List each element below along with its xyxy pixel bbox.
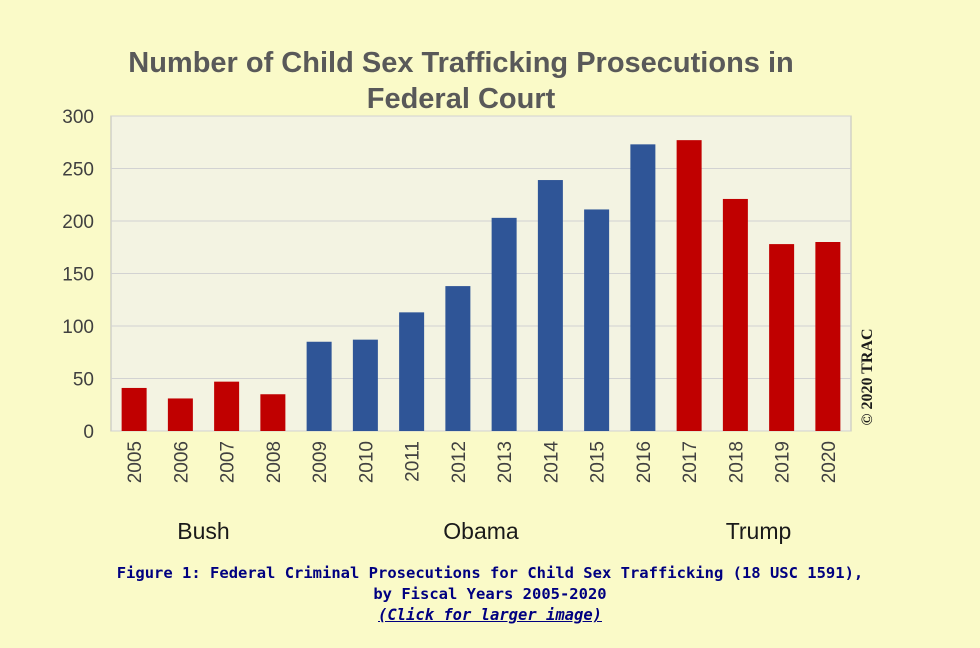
x-tick-label: 2016 (634, 441, 655, 483)
group-label-bush: Bush (177, 518, 229, 544)
group-label-obama: Obama (443, 518, 519, 544)
x-tick-label: 2009 (310, 441, 331, 483)
bar-2008 (260, 394, 286, 431)
y-tick-label: 300 (62, 107, 94, 128)
bar-2007 (214, 381, 240, 431)
x-tick-label: 2019 (773, 441, 794, 483)
y-tick-label: 100 (62, 317, 94, 338)
y-tick-label: 250 (62, 160, 94, 181)
bar-2006 (167, 398, 193, 431)
y-tick-label: 50 (73, 370, 94, 391)
chart-title-line: Federal Court (367, 83, 556, 115)
bar-2016 (630, 144, 656, 431)
bar-2014 (537, 180, 563, 431)
y-tick-label: 0 (83, 422, 94, 443)
bar-2018 (722, 198, 748, 431)
x-tick-label: 2020 (819, 441, 840, 483)
bar-2009 (306, 341, 332, 431)
x-tick-label: 2018 (726, 441, 747, 483)
x-tick-label: 2010 (356, 441, 377, 483)
bar-2015 (584, 209, 610, 431)
figure-caption: Figure 1: Federal Criminal Prosecutions … (0, 563, 980, 626)
group-label-trump: Trump (726, 518, 792, 544)
bar-2012 (445, 286, 471, 431)
y-tick-label: 200 (62, 212, 94, 233)
chart-title-line: Number of Child Sex Trafficking Prosecut… (128, 47, 794, 79)
x-tick-label: 2014 (541, 441, 562, 484)
bar-2011 (399, 312, 425, 431)
bar-2019 (769, 244, 795, 431)
x-tick-label: 2017 (680, 441, 701, 483)
bar-2013 (491, 217, 517, 431)
x-tick-label: 2012 (449, 441, 470, 483)
caption-line-1: Figure 1: Federal Criminal Prosecutions … (116, 564, 864, 582)
x-tick-label: 2006 (171, 441, 192, 483)
y-tick-label: 150 (62, 265, 94, 286)
bar-2017 (676, 140, 702, 431)
x-tick-label: 2007 (218, 441, 239, 483)
bars (121, 140, 841, 431)
copyright-label: © 2020 TRAC (859, 329, 876, 426)
x-tick-label: 2013 (495, 441, 516, 483)
chart: Number of Child Sex Trafficking Prosecut… (62, 47, 876, 544)
caption-line-2: by Fiscal Years 2005-2020 (373, 585, 607, 603)
chart-title: Number of Child Sex Trafficking Prosecut… (128, 47, 794, 115)
bar-2010 (352, 339, 378, 431)
bar-2005 (121, 387, 147, 431)
x-axis-ticks: 2005 2006 2007 2008 2009 2010 2011 2012 2013 2014… (125, 441, 840, 484)
bar-2020 (815, 242, 841, 431)
larger-image-link[interactable]: (Click for larger image) (378, 606, 602, 624)
x-tick-label: 2015 (588, 441, 609, 483)
x-tick-label: 2008 (264, 441, 285, 483)
x-tick-label: 2011 (403, 441, 424, 482)
y-axis-ticks: 0 50 100 150 200 250 300 (62, 107, 94, 443)
x-tick-label: 2005 (125, 441, 146, 483)
administration-labels: Bush Obama Trump (177, 518, 791, 544)
